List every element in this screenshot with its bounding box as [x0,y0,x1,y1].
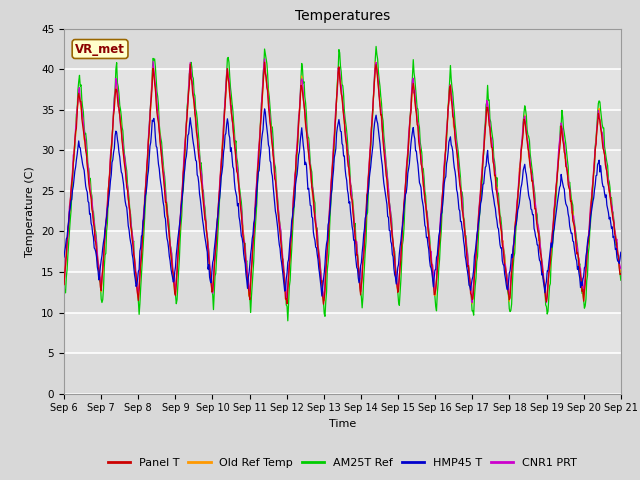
X-axis label: Time: Time [329,419,356,429]
Bar [64,69,621,110]
Bar [64,29,621,69]
Bar [64,110,621,150]
Bar [64,150,621,191]
Bar [64,191,621,231]
Bar [64,231,621,272]
Bar [64,353,621,394]
Bar [64,272,621,312]
Y-axis label: Temperature (C): Temperature (C) [26,166,35,257]
Bar [64,312,621,353]
Title: Temperatures: Temperatures [295,10,390,24]
Text: VR_met: VR_met [75,43,125,56]
Legend: Panel T, Old Ref Temp, AM25T Ref, HMP45 T, CNR1 PRT: Panel T, Old Ref Temp, AM25T Ref, HMP45 … [104,454,581,473]
